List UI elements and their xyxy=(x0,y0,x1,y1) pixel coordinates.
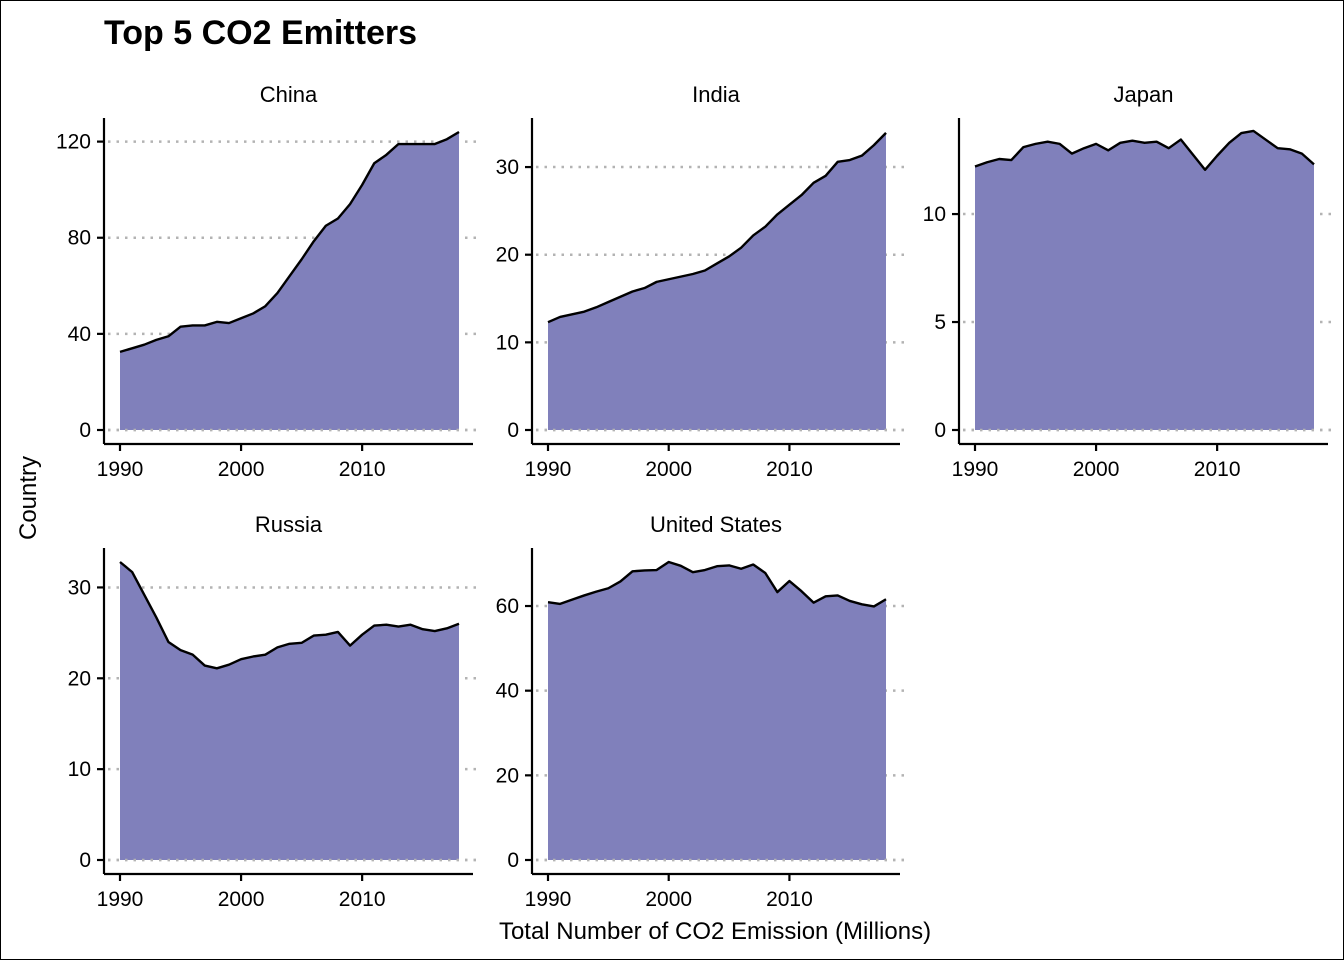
y-tick-label: 0 xyxy=(79,849,91,872)
x-tick-label: 2000 xyxy=(645,458,692,481)
x-tick-label: 2010 xyxy=(1194,458,1241,481)
y-tick-label: 20 xyxy=(496,764,519,787)
panel-title-russia: Russia xyxy=(255,512,323,537)
panel-title-china: China xyxy=(260,82,318,107)
x-tick-label: 1990 xyxy=(952,458,999,481)
y-tick-label: 120 xyxy=(56,131,91,154)
y-tick-label: 0 xyxy=(507,849,519,872)
y-tick-label: 20 xyxy=(496,244,519,267)
y-tick-label: 0 xyxy=(507,419,519,442)
panel-china: China 0 40 80 120 1990 2000 2010 xyxy=(56,82,479,481)
y-tick-label: 60 xyxy=(496,595,519,618)
y-axis-title: Country xyxy=(15,456,42,540)
area-series-japan xyxy=(975,130,1314,430)
panel-title-japan: Japan xyxy=(1114,82,1174,107)
line-series-united-states xyxy=(547,560,887,608)
line-series-china xyxy=(119,130,460,354)
x-axis-title: Total Number of CO2 Emission (Millions) xyxy=(499,918,931,945)
line-series-russia xyxy=(119,561,460,670)
area-series-russia xyxy=(120,562,459,860)
panel-united-states: United States 0 20 40 60 1990 2000 2010 xyxy=(496,512,906,911)
chart-title: Top 5 CO2 Emitters xyxy=(104,14,417,52)
y-tick-label: 0 xyxy=(934,419,946,442)
y-tick-label: 30 xyxy=(496,156,519,179)
line-series-japan xyxy=(974,129,1315,171)
area-series-china xyxy=(120,132,459,430)
panel-title-united-states: United States xyxy=(650,512,782,537)
x-tick-label: 2000 xyxy=(645,888,692,911)
y-tick-label: 30 xyxy=(68,576,91,599)
panel-russia: Russia 0 10 20 30 1990 2000 2010 xyxy=(68,512,479,911)
y-tick-label: 80 xyxy=(68,227,91,250)
panel-india: India 0 10 20 30 1990 2000 2010 xyxy=(496,82,906,481)
y-tick-label: 10 xyxy=(923,203,946,226)
x-tick-label: 1990 xyxy=(97,458,144,481)
y-tick-label: 40 xyxy=(496,680,519,703)
panel-title-india: India xyxy=(692,82,740,107)
y-tick-label: 10 xyxy=(496,331,519,354)
y-tick-label: 0 xyxy=(79,419,91,442)
x-tick-label: 1990 xyxy=(525,458,572,481)
x-tick-label: 2010 xyxy=(766,458,813,481)
area-series-united-states xyxy=(548,562,886,860)
line-series-india xyxy=(547,132,887,324)
x-tick-label: 2000 xyxy=(1073,458,1120,481)
y-tick-label: 40 xyxy=(68,323,91,346)
x-tick-label: 2000 xyxy=(218,888,265,911)
y-tick-label: 20 xyxy=(68,667,91,690)
x-tick-label: 1990 xyxy=(525,888,572,911)
y-tick-label: 10 xyxy=(68,758,91,781)
panel-japan: Japan 0 5 10 1990 2000 2010 xyxy=(923,82,1334,481)
x-tick-label: 2000 xyxy=(218,458,265,481)
x-tick-label: 2010 xyxy=(339,888,386,911)
area-series-india xyxy=(548,132,886,430)
x-tick-label: 2010 xyxy=(339,458,386,481)
x-tick-label: 2010 xyxy=(766,888,813,911)
y-tick-label: 5 xyxy=(934,311,946,334)
x-tick-label: 1990 xyxy=(97,888,144,911)
